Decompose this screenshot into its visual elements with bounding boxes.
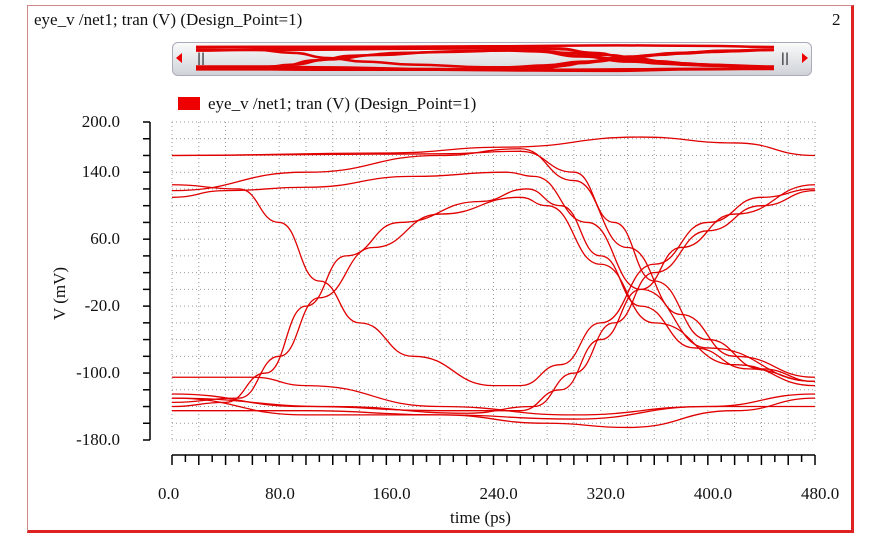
eye-trace [171, 397, 816, 429]
x-tick-label: 320.0 [586, 484, 625, 503]
y-tick-label: 200.0 [81, 112, 120, 131]
y-tick-label: -100.0 [76, 363, 120, 383]
x-tick-label: 160.0 [372, 484, 411, 503]
plot-window [27, 5, 854, 533]
x-tick-label: 0.0 [158, 484, 180, 503]
eye-trace [171, 196, 816, 403]
overview-trace [195, 49, 775, 70]
y-tick-label: 140.0 [81, 162, 120, 182]
eye-trace [171, 189, 816, 414]
window-title: eye_v /net1; tran (V) (Design_Point=1) [34, 10, 303, 29]
scroll-handle-right[interactable]: || [780, 51, 789, 65]
eye-trace [171, 148, 816, 378]
y-tick-label: 60.0 [90, 229, 120, 249]
eye-trace [171, 184, 816, 387]
y-tick-label: -180.0 [76, 430, 120, 449]
overview-trace [195, 67, 774, 72]
x-tick-label: 240.0 [479, 484, 518, 503]
y-tick-label: -20.0 [84, 296, 120, 316]
x-tick-label: 400.0 [693, 484, 733, 503]
legend-label: eye_v /net1; tran (V) (Design_Point=1) [208, 94, 477, 113]
arrow-left-icon[interactable] [176, 53, 182, 63]
scroll-handle-left[interactable]: || [197, 51, 206, 65]
legend-swatch [178, 97, 200, 110]
x-axis-label: time (ps) [450, 508, 511, 527]
x-tick-label: 480.0 [801, 484, 840, 503]
eye-trace [171, 136, 816, 157]
eye-trace [171, 150, 816, 383]
eye-trace [171, 397, 815, 420]
eye-trace [171, 188, 816, 408]
window-index: 2 [832, 10, 841, 29]
eye-trace [171, 171, 816, 383]
x-tick-label: 80.0 [265, 484, 295, 503]
arrow-right-icon[interactable] [802, 53, 808, 63]
